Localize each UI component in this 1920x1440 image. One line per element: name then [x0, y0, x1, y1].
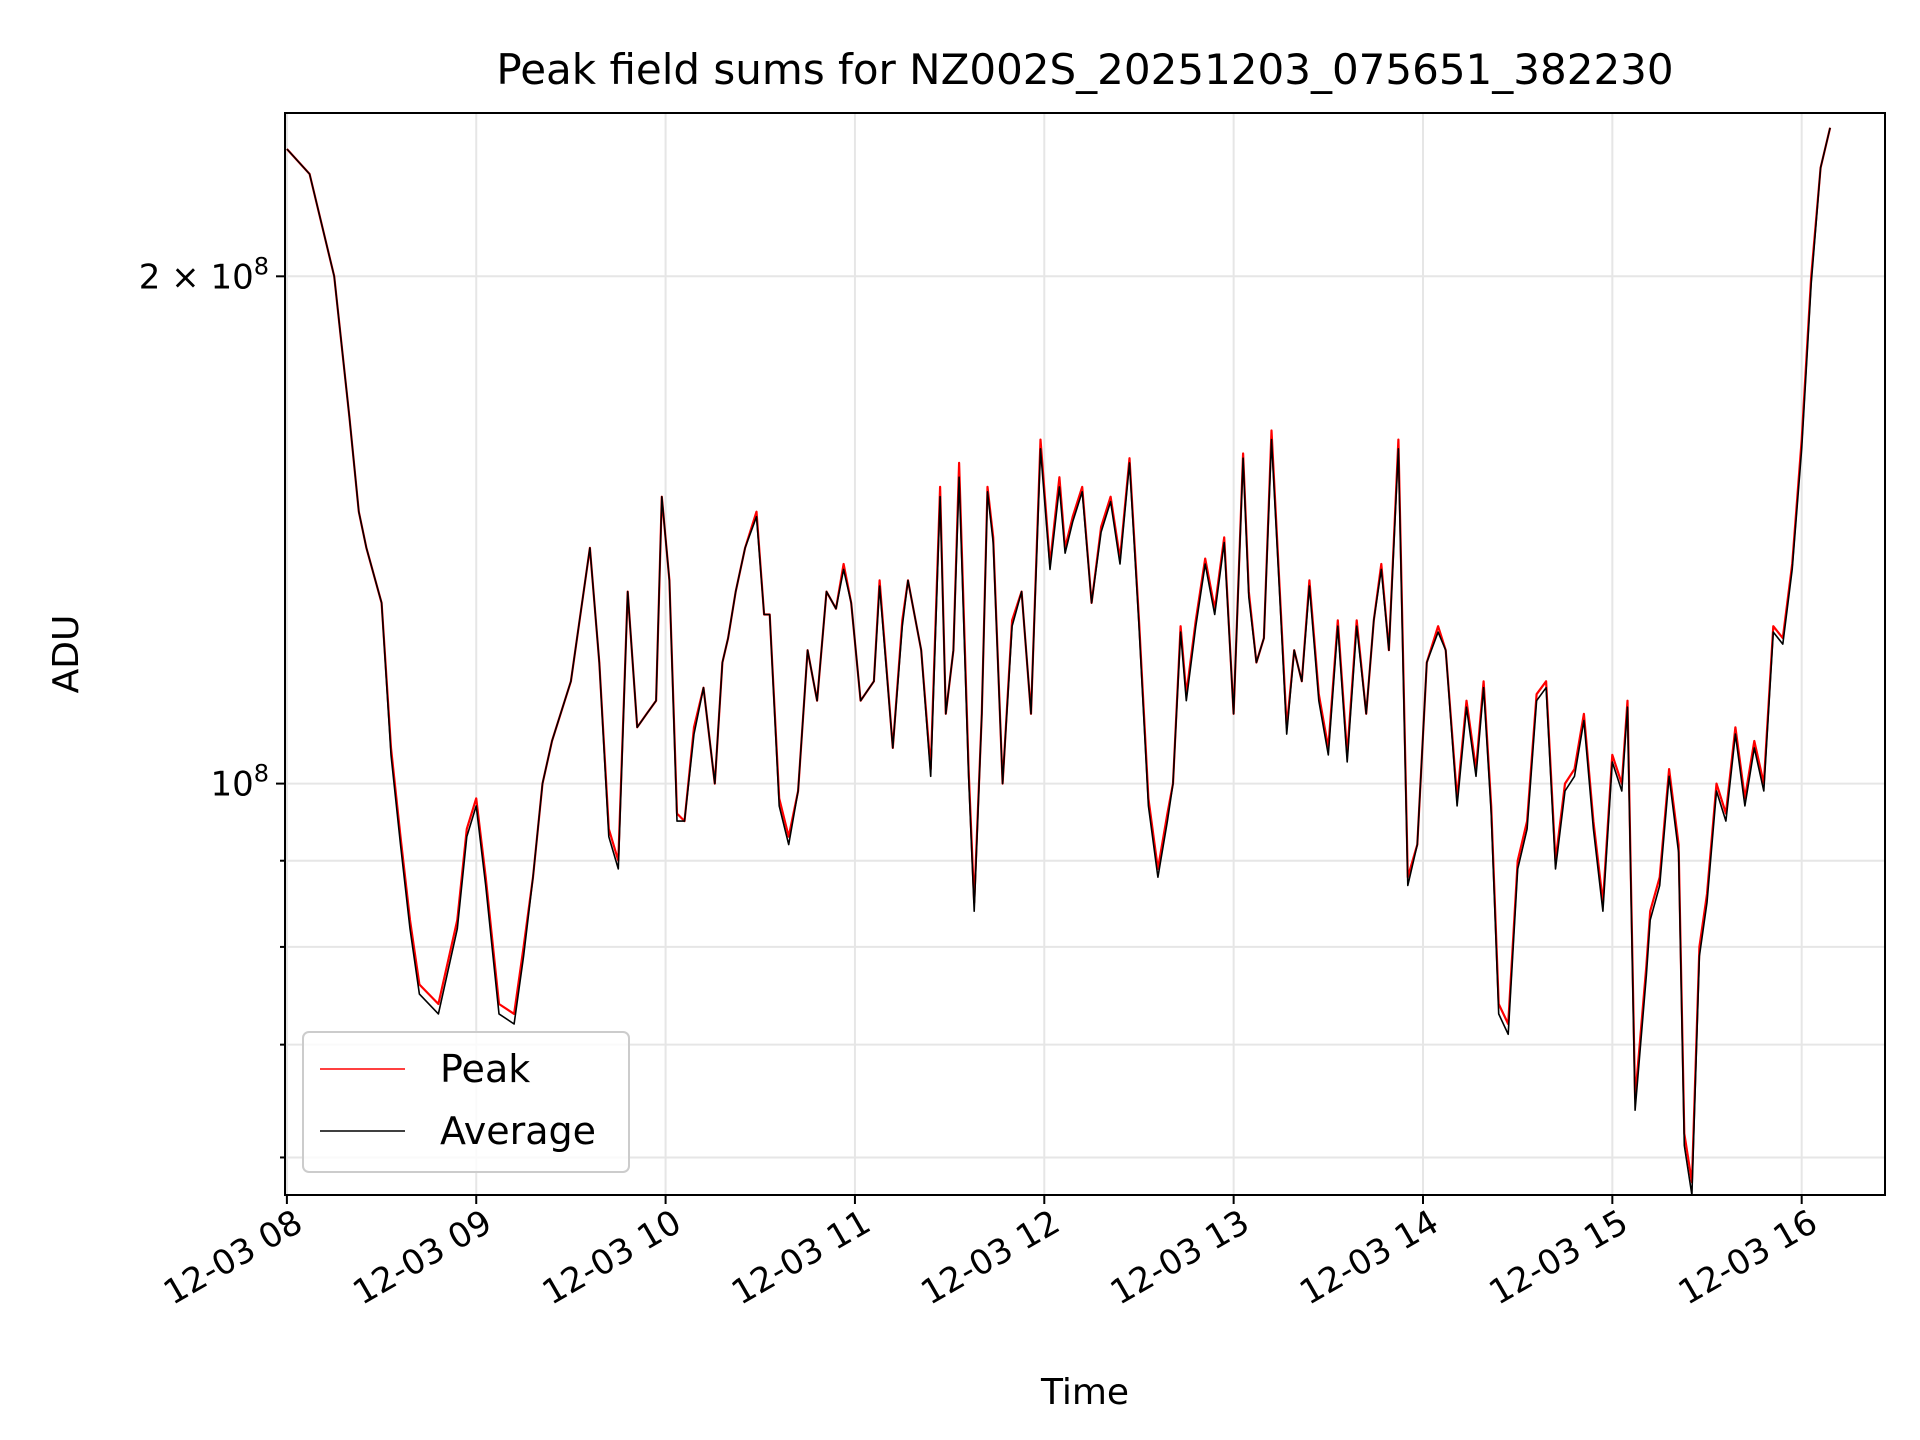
y-tick-label: 108: [210, 760, 269, 805]
legend-box: [302, 1031, 630, 1173]
x-tick-label: 12-03 14: [1293, 1202, 1445, 1313]
y-tick-exponent: 8: [254, 760, 269, 788]
y-tick-base: 10: [210, 765, 253, 805]
chart-title: Peak field sums for NZ002S_20251203_0756…: [496, 45, 1673, 94]
legend-label-peak: Peak: [440, 1047, 530, 1091]
y-tick-coefficient: 2 ×: [139, 257, 211, 297]
x-tick-label: 12-03 16: [1672, 1202, 1824, 1313]
x-tick-label: 12-03 08: [157, 1202, 309, 1313]
x-axis: 12-03 08 12-03 09 12-03 10 12-03 11 12-03 12…: [157, 1195, 1824, 1313]
x-tick-label: 12-03 11: [725, 1202, 877, 1313]
series-group: [286, 127, 1832, 1196]
series-line-peak: [286, 127, 1832, 1184]
legend-label-average: Average: [440, 1109, 596, 1153]
x-tick-label: 12-03 15: [1482, 1202, 1634, 1313]
x-tick-label: 12-03 13: [1104, 1202, 1256, 1313]
x-tick-label: 12-03 09: [346, 1202, 498, 1313]
plot-frame: [284, 112, 1886, 1196]
series-line-average: [286, 127, 1831, 1196]
x-tick-label: 12-03 12: [914, 1202, 1066, 1313]
x-axis-label: Time: [1040, 1372, 1129, 1413]
legend: Peak Average: [302, 1031, 630, 1173]
y-tick-exponent: 8: [254, 252, 269, 280]
x-tick-label: 12-03 10: [536, 1202, 688, 1313]
y-tick-base: 10: [210, 257, 253, 297]
y-axis-label: ADU: [46, 615, 87, 694]
y-tick-label: 2 × 108: [139, 252, 269, 297]
